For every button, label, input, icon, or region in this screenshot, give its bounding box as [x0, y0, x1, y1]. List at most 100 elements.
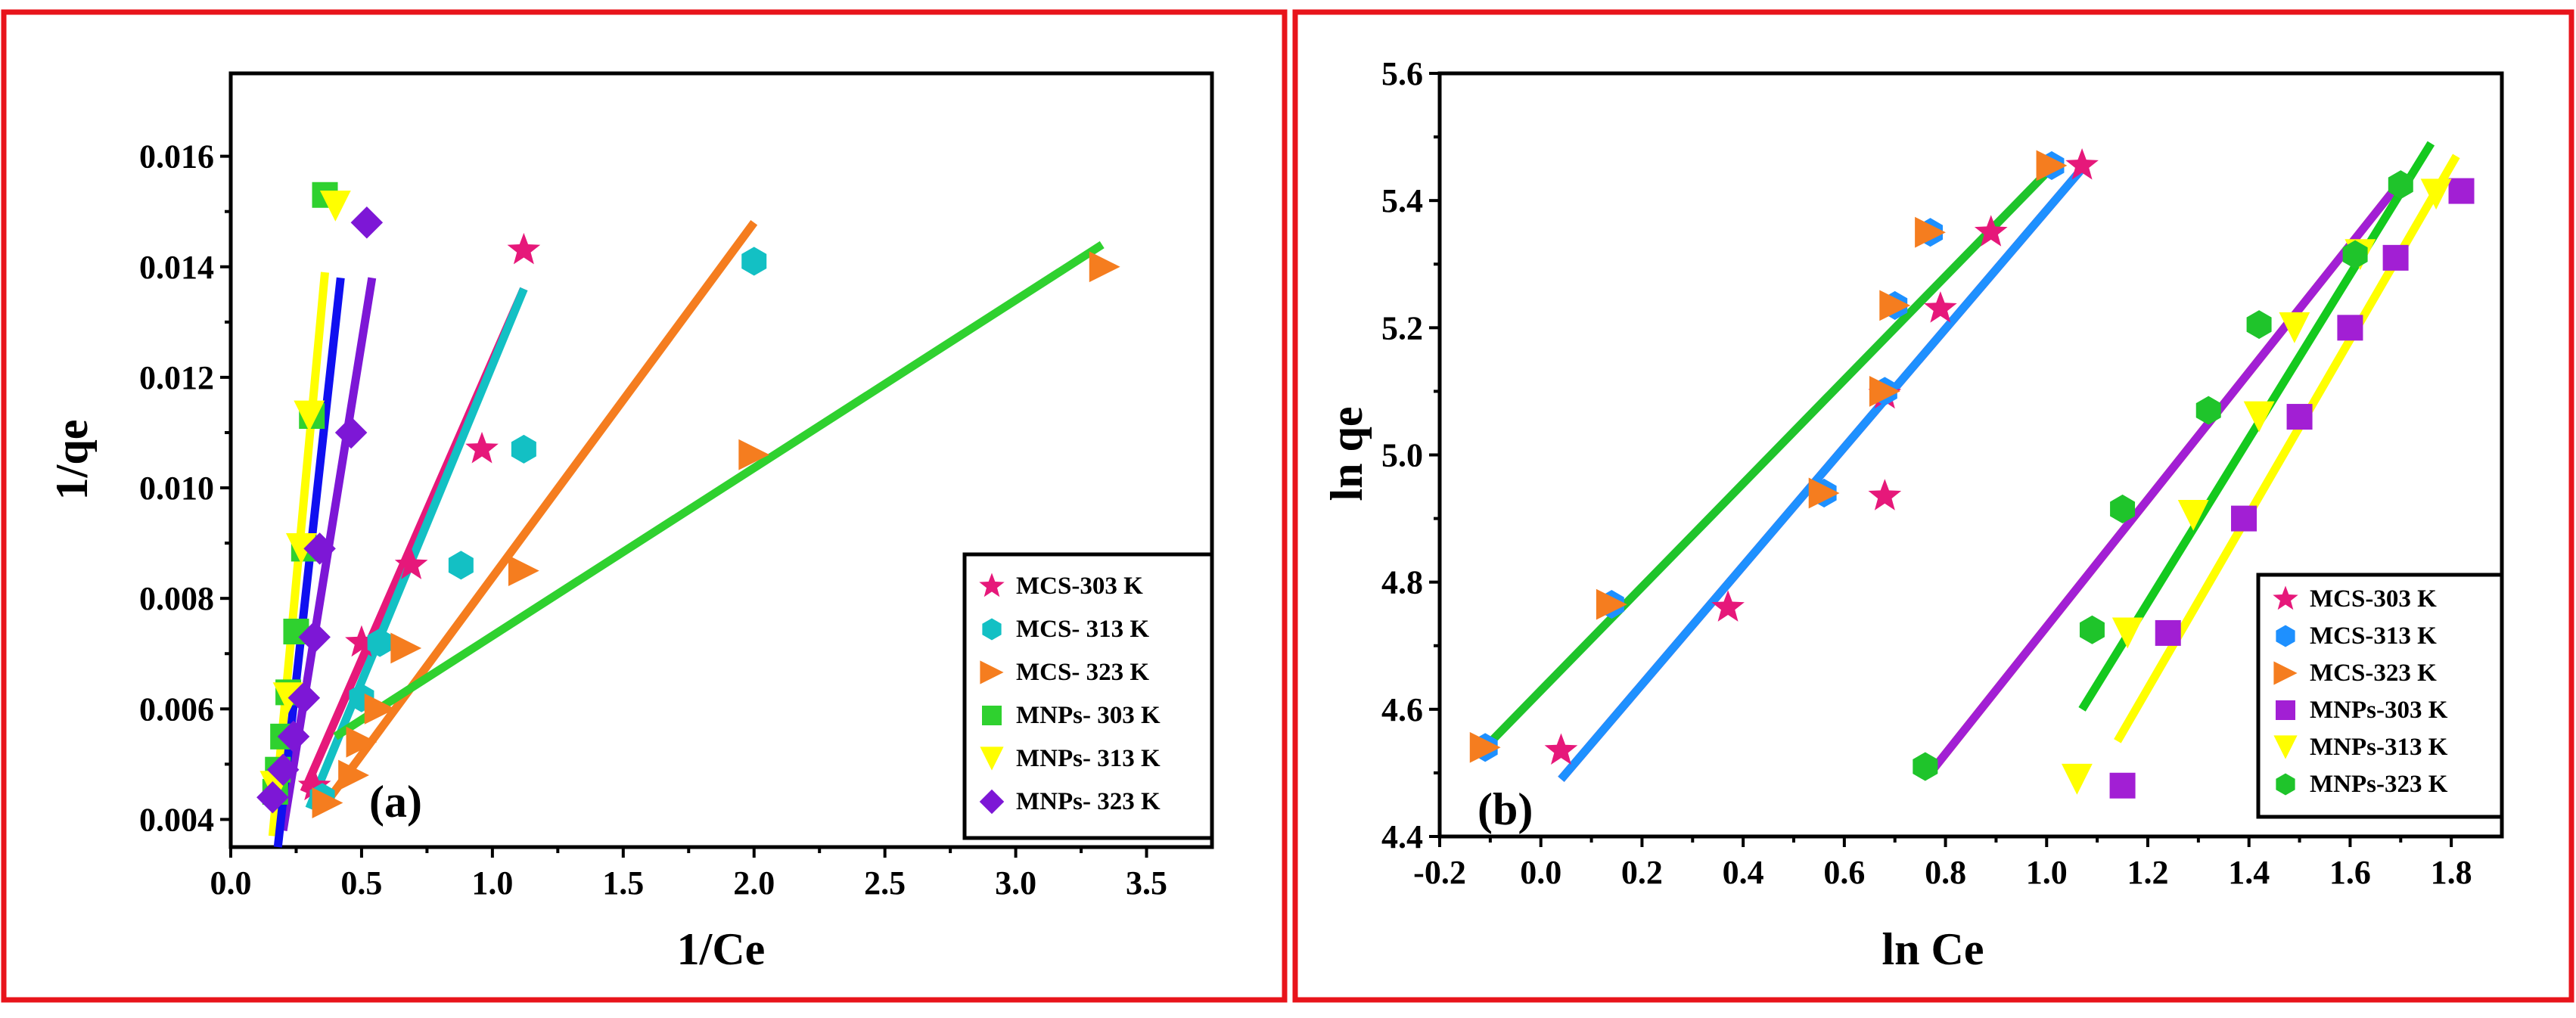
data-point [1596, 588, 1627, 620]
data-point [2079, 615, 2105, 644]
x-tick-label: 1.6 [2329, 854, 2371, 891]
legend-label: MCS-313 K [2310, 622, 2437, 650]
data-point [738, 439, 770, 470]
data-point [394, 548, 428, 579]
x-tick-label: 1.5 [602, 864, 644, 902]
legend-label: MCS-303 K [1016, 573, 1143, 600]
legend-marker [2273, 735, 2298, 759]
data-point [2155, 619, 2181, 646]
y-tick-label: 0.016 [139, 138, 214, 175]
data-point [390, 632, 422, 664]
y-tick-label: 4.4 [1381, 818, 1423, 855]
y-tick-label: 4.6 [1381, 691, 1423, 728]
legend-marker [980, 660, 1004, 684]
fit-line [273, 277, 345, 848]
data-point [741, 247, 767, 276]
legend-label: MCS-323 K [2310, 660, 2437, 687]
data-point [1924, 291, 1957, 323]
data-point [364, 693, 396, 725]
legend-label: MNPs-323 K [2310, 771, 2448, 798]
data-point [1089, 251, 1120, 283]
data-point [1915, 216, 1946, 248]
data-point [465, 431, 499, 464]
y-tick-label: 0.004 [139, 801, 214, 838]
panel-a: 0.0 0.5 1.0 1.5 2.0 2.5 3.0 3.5 0.004 0.006 0.008 0… [47, 71, 1214, 974]
x-tick-label: 1.0 [471, 864, 513, 902]
panel-a-border [1, 9, 1288, 1003]
data-point [345, 625, 378, 657]
legend-label: MNPs-303 K [2310, 697, 2448, 724]
y-tick-label: 5.6 [1381, 55, 1423, 92]
x-tick-label: 2.5 [864, 864, 906, 902]
x-tick-label: 0.5 [340, 864, 382, 902]
data-point [1879, 290, 1911, 321]
data-point [277, 720, 310, 753]
data-point [1974, 215, 2008, 247]
data-point [2036, 150, 2068, 182]
fit-line [1482, 159, 2060, 751]
x-tick-label: -0.2 [1413, 854, 1466, 891]
legend-marker [2276, 625, 2295, 647]
data-point [2109, 772, 2136, 799]
data-point [294, 400, 325, 432]
legend-marker [979, 573, 1005, 597]
data-point [2062, 763, 2093, 795]
legend-box [962, 552, 1214, 840]
fit-line [1927, 178, 2404, 776]
data-point [1469, 731, 1501, 763]
legend-label: MCS- 313 K [1016, 616, 1149, 643]
data-point [2342, 240, 2368, 269]
data-point [2388, 170, 2413, 200]
data-point [2279, 312, 2310, 343]
data-point [338, 759, 369, 791]
data-point [334, 416, 368, 449]
x-tick-label: 0.8 [1925, 854, 1966, 891]
x-tick-label: 0.0 [1520, 854, 1561, 891]
data-point [448, 551, 474, 580]
data-point [2111, 617, 2143, 649]
data-point [1869, 376, 1900, 407]
y-tick-label: 5.0 [1381, 437, 1423, 474]
data-point [2195, 396, 2221, 425]
data-point [319, 190, 351, 222]
plot-area-frame [228, 71, 1214, 849]
panel-label: (b) [1478, 784, 1533, 834]
data-point [346, 726, 378, 758]
legend-label: MCS-303 K [2310, 585, 2437, 613]
data-point [256, 781, 289, 814]
x-tick-label: 0.4 [1723, 854, 1764, 891]
data-point [287, 681, 321, 714]
y-tick-label: 0.006 [139, 691, 214, 728]
legend-label: MNPs-313 K [2310, 734, 2448, 761]
y-tick-label: 5.2 [1381, 309, 1423, 346]
legend-marker [982, 618, 1002, 641]
data-point [1544, 733, 1578, 765]
data-point [511, 434, 536, 464]
data-point [312, 787, 343, 818]
panel-b-border [1292, 9, 2574, 1003]
y-tick-label: 0.014 [139, 249, 214, 286]
x-tick-label: 0.2 [1621, 854, 1663, 891]
data-point [298, 621, 331, 653]
legend-marker [2273, 661, 2298, 685]
data-point [2448, 178, 2475, 204]
legend: MCS-303 K MCS-313 K MCS-323 K MNPs-303 K MNP… [2256, 573, 2504, 819]
x-axis-label: 1/Ce [677, 924, 766, 974]
x-tick-label: 1.4 [2228, 854, 2270, 891]
legend-marker [2276, 773, 2295, 796]
x-tick-label: 1.2 [2127, 854, 2169, 891]
data-point [2246, 310, 2272, 340]
data-point [2337, 315, 2363, 341]
legend-marker [982, 706, 1002, 725]
data-point [1913, 752, 1938, 781]
legend-marker [2273, 585, 2298, 610]
x-tick-label: 2.0 [733, 864, 775, 902]
data-point [303, 532, 336, 565]
data-point [266, 753, 300, 786]
data-point [1711, 590, 1745, 622]
y-tick-label: 0.008 [139, 580, 214, 617]
data-point [2110, 494, 2136, 524]
x-tick-label: 0.0 [210, 864, 252, 902]
legend-marker [980, 746, 1004, 771]
